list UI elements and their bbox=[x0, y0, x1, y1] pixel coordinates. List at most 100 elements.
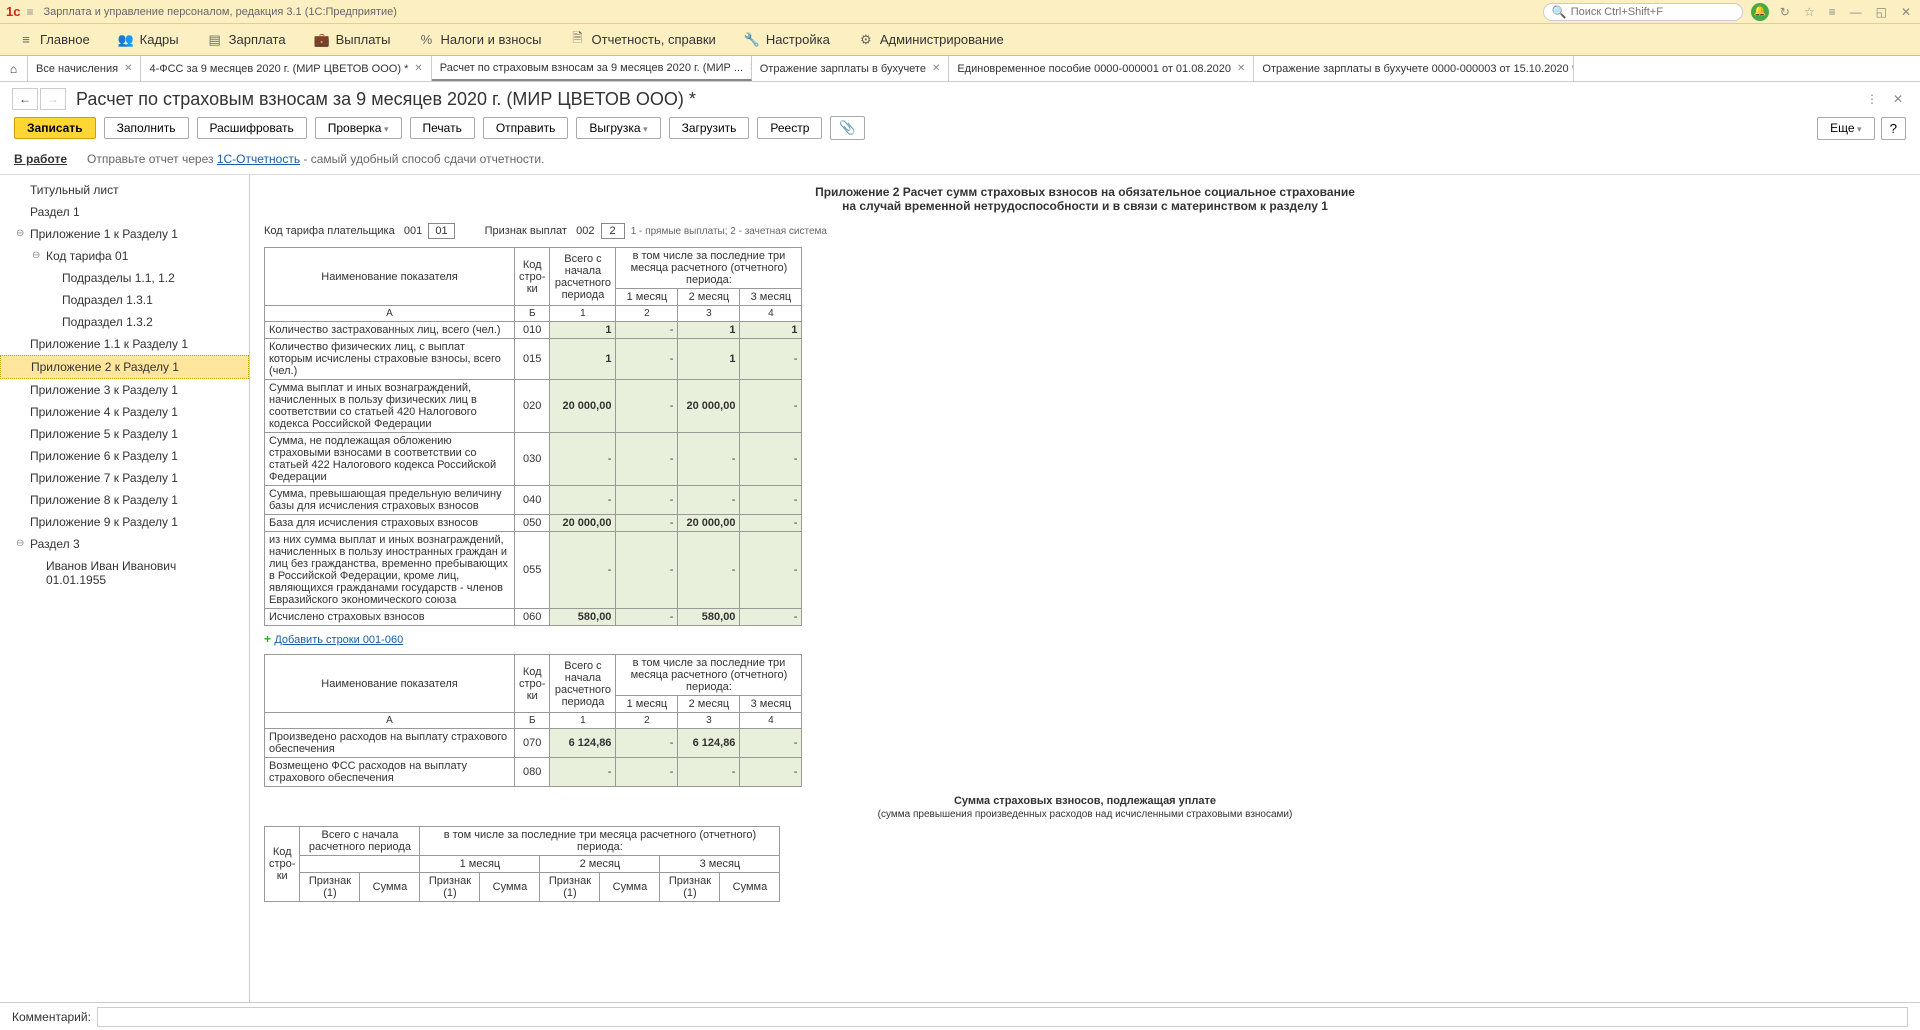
tree-item[interactable]: Приложение 8 к Разделу 1 bbox=[0, 489, 249, 511]
value-cell[interactable]: - bbox=[616, 322, 678, 339]
page-menu-icon[interactable]: ⋮ bbox=[1862, 89, 1882, 109]
tree-item[interactable]: Приложение 5 к Разделу 1 bbox=[0, 423, 249, 445]
menu-item[interactable]: ▤Зарплата bbox=[193, 28, 300, 52]
restore-icon[interactable]: ◱ bbox=[1873, 5, 1890, 19]
value-cell[interactable]: - bbox=[550, 532, 616, 609]
menu-lines-icon[interactable]: ≡ bbox=[1826, 5, 1839, 19]
help-button[interactable]: ? bbox=[1881, 117, 1906, 140]
save-button[interactable]: Записать bbox=[14, 117, 96, 139]
tree-item[interactable]: Подраздел 1.3.1 bbox=[0, 289, 249, 311]
tree-item[interactable]: Подразделы 1.1, 1.2 bbox=[0, 267, 249, 289]
value-cell[interactable]: - bbox=[740, 532, 802, 609]
value-cell[interactable]: - bbox=[740, 758, 802, 787]
tab-close-icon[interactable]: ✕ bbox=[414, 63, 422, 74]
add-rows-link[interactable]: Добавить строки 001-060 bbox=[274, 634, 403, 646]
value-cell[interactable]: - bbox=[616, 433, 678, 486]
tree-item[interactable]: ⊖Раздел 3 bbox=[0, 533, 249, 555]
document-tab[interactable]: Все начисления✕ bbox=[28, 56, 141, 81]
status-link[interactable]: 1С-Отчетность bbox=[217, 152, 300, 166]
value-cell[interactable]: - bbox=[616, 380, 678, 433]
tree-item[interactable]: Приложение 6 к Разделу 1 bbox=[0, 445, 249, 467]
add-plus-icon[interactable]: + bbox=[264, 632, 271, 646]
value-cell[interactable]: 6 124,86 bbox=[550, 729, 616, 758]
value-cell[interactable]: - bbox=[550, 433, 616, 486]
value-cell[interactable]: - bbox=[740, 380, 802, 433]
value-cell[interactable]: - bbox=[740, 515, 802, 532]
hamburger-icon[interactable]: ≡ bbox=[26, 5, 33, 19]
tree-item[interactable]: Приложение 4 к Разделу 1 bbox=[0, 401, 249, 423]
value-cell[interactable]: - bbox=[678, 758, 740, 787]
nav-forward-button[interactable]: → bbox=[40, 88, 66, 110]
tree-item[interactable]: Титульный лист bbox=[0, 179, 249, 201]
value-cell[interactable]: 1 bbox=[740, 322, 802, 339]
home-tab[interactable]: ⌂ bbox=[0, 56, 28, 81]
close-icon[interactable]: ✕ bbox=[1898, 5, 1914, 19]
sign-value[interactable]: 2 bbox=[601, 223, 625, 239]
value-cell[interactable]: 580,00 bbox=[550, 609, 616, 626]
search-input[interactable] bbox=[1571, 6, 1734, 18]
value-cell[interactable]: - bbox=[550, 758, 616, 787]
document-tab[interactable]: Отражение зарплаты в бухучете 0000-00000… bbox=[1254, 56, 1574, 81]
menu-item[interactable]: 🔧Настройка bbox=[730, 28, 844, 52]
tree-toggle-icon[interactable]: ⊖ bbox=[32, 250, 42, 261]
decode-button[interactable]: Расшифровать bbox=[197, 117, 307, 139]
tree-toggle-icon[interactable]: ⊖ bbox=[16, 538, 26, 549]
page-close-icon[interactable]: ✕ bbox=[1888, 89, 1908, 109]
print-button[interactable]: Печать bbox=[410, 117, 475, 139]
value-cell[interactable]: 20 000,00 bbox=[678, 380, 740, 433]
history-icon[interactable]: ↻ bbox=[1777, 5, 1793, 19]
value-cell[interactable]: - bbox=[616, 758, 678, 787]
tree-item[interactable]: Иванов Иван Иванович 01.01.1955 bbox=[0, 555, 249, 591]
more-button[interactable]: Еще bbox=[1817, 117, 1874, 140]
menu-item[interactable]: 💼Выплаты bbox=[300, 28, 405, 52]
tree-item[interactable]: Раздел 1 bbox=[0, 201, 249, 223]
value-cell[interactable]: - bbox=[616, 609, 678, 626]
export-button[interactable]: Выгрузка bbox=[576, 117, 660, 139]
minimize-icon[interactable]: — bbox=[1847, 5, 1865, 19]
check-button[interactable]: Проверка bbox=[315, 117, 402, 139]
tree-toggle-icon[interactable]: ⊖ bbox=[16, 228, 26, 239]
tariff-value[interactable]: 01 bbox=[428, 223, 454, 239]
value-cell[interactable]: - bbox=[678, 433, 740, 486]
value-cell[interactable]: - bbox=[616, 515, 678, 532]
value-cell[interactable]: 6 124,86 bbox=[678, 729, 740, 758]
menu-item[interactable]: ≡Главное bbox=[4, 28, 104, 52]
tree-item[interactable]: Приложение 2 к Разделу 1 bbox=[0, 355, 249, 379]
menu-item[interactable]: ⚙Администрирование bbox=[844, 28, 1018, 52]
value-cell[interactable]: 580,00 bbox=[678, 609, 740, 626]
tree-item[interactable]: ⊖Приложение 1 к Разделу 1 bbox=[0, 223, 249, 245]
tree-item[interactable]: Приложение 7 к Разделу 1 bbox=[0, 467, 249, 489]
value-cell[interactable]: 20 000,00 bbox=[550, 380, 616, 433]
document-tab[interactable]: 4-ФСС за 9 месяцев 2020 г. (МИР ЦВЕТОВ О… bbox=[141, 56, 431, 81]
value-cell[interactable]: - bbox=[740, 339, 802, 380]
value-cell[interactable]: 1 bbox=[678, 339, 740, 380]
value-cell[interactable]: - bbox=[740, 609, 802, 626]
comment-input[interactable] bbox=[97, 1007, 1908, 1027]
value-cell[interactable]: - bbox=[740, 729, 802, 758]
tab-close-icon[interactable]: ✕ bbox=[1237, 63, 1245, 74]
value-cell[interactable]: - bbox=[740, 486, 802, 515]
value-cell[interactable]: - bbox=[616, 532, 678, 609]
registry-button[interactable]: Реестр bbox=[757, 117, 822, 139]
value-cell[interactable]: - bbox=[616, 729, 678, 758]
value-cell[interactable]: - bbox=[616, 486, 678, 515]
value-cell[interactable]: 1 bbox=[550, 322, 616, 339]
send-button[interactable]: Отправить bbox=[483, 117, 569, 139]
value-cell[interactable]: 1 bbox=[550, 339, 616, 380]
menu-item[interactable]: 👥Кадры bbox=[104, 28, 193, 52]
tree-item[interactable]: Приложение 9 к Разделу 1 bbox=[0, 511, 249, 533]
global-search[interactable]: 🔍 bbox=[1543, 3, 1743, 21]
document-tab[interactable]: Отражение зарплаты в бухучете✕ bbox=[752, 56, 950, 81]
tree-item[interactable]: Приложение 1.1 к Разделу 1 bbox=[0, 333, 249, 355]
tree-item[interactable]: Приложение 3 к Разделу 1 bbox=[0, 379, 249, 401]
tab-close-icon[interactable]: ✕ bbox=[124, 63, 132, 74]
value-cell[interactable]: 20 000,00 bbox=[550, 515, 616, 532]
value-cell[interactable]: - bbox=[678, 486, 740, 515]
value-cell[interactable]: 20 000,00 bbox=[678, 515, 740, 532]
tab-close-icon[interactable]: ✕ bbox=[932, 63, 940, 74]
star-icon[interactable]: ☆ bbox=[1801, 5, 1818, 19]
tree-item[interactable]: Подраздел 1.3.2 bbox=[0, 311, 249, 333]
load-button[interactable]: Загрузить bbox=[669, 117, 750, 139]
value-cell[interactable]: 1 bbox=[678, 322, 740, 339]
notification-icon[interactable]: 🔔 bbox=[1751, 3, 1769, 21]
